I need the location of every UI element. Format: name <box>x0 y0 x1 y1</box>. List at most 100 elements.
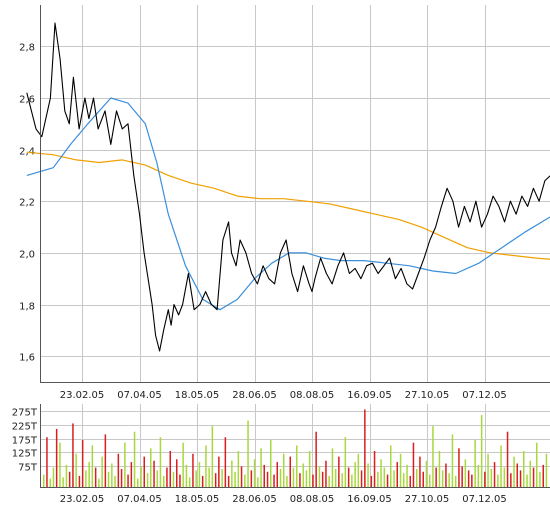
volume-bar <box>107 471 110 487</box>
volume-bar <box>519 470 522 487</box>
volume-bar <box>276 462 278 487</box>
volume-xtick-label: 16.09.05 <box>347 494 392 505</box>
volume-bar <box>338 456 340 487</box>
volume-bar <box>120 469 123 487</box>
volume-bar <box>260 448 262 487</box>
price-xtick-label: 18.05.05 <box>175 390 220 401</box>
volume-bar <box>409 475 411 487</box>
price-xtick-label: 07.04.05 <box>117 390 162 401</box>
volume-bar <box>432 426 434 487</box>
volume-bar <box>477 464 480 487</box>
volume-bar <box>539 471 541 487</box>
volume-bar <box>214 473 217 487</box>
volume-bar <box>503 467 506 487</box>
volume-bar <box>263 464 265 487</box>
volume-bar <box>143 456 145 487</box>
volume-bar <box>62 477 64 487</box>
volume-xtick-label: 23.02.05 <box>60 494 105 505</box>
price-line <box>26 22 550 352</box>
volume-bar <box>526 474 528 487</box>
price-panel: 1,61,82,02,22,42,62,823.02.05 07.04.05 18.… <box>19 5 550 401</box>
volume-bar <box>506 431 509 487</box>
volume-bar <box>43 474 45 487</box>
volume-bar <box>49 478 51 487</box>
volume-bar <box>441 470 444 487</box>
volume-bar <box>75 453 77 487</box>
volume-bar <box>416 469 418 487</box>
volume-bar <box>529 460 531 487</box>
volume-bar <box>150 448 152 487</box>
price-ytick-label: 2,2 <box>19 198 35 209</box>
volume-bar <box>283 453 285 487</box>
volume-bar <box>231 460 233 487</box>
volume-bar <box>451 434 454 487</box>
price-xtick-label: 07.12.05 <box>462 390 507 401</box>
volume-bar <box>55 428 58 487</box>
volume-bar <box>393 470 395 487</box>
volume-bar <box>292 467 295 487</box>
ma-short-line <box>26 97 550 311</box>
volume-bar <box>85 470 87 487</box>
volume-bar <box>130 462 133 487</box>
volume-bar <box>205 445 207 487</box>
price-xtick-label: 16.09.05 <box>347 390 392 401</box>
volume-bar <box>458 448 460 487</box>
volume-ytick-label: 275T <box>12 408 38 419</box>
volume-bar <box>299 473 301 487</box>
volume-bar <box>308 451 311 487</box>
volume-bar <box>487 453 489 487</box>
volume-xtick-label: 08.08.05 <box>290 494 335 505</box>
volume-bar <box>464 459 467 487</box>
volume-bar <box>273 474 275 487</box>
volume-bar <box>124 442 126 487</box>
volume-bar <box>380 459 382 487</box>
volume-bar <box>390 445 392 487</box>
volume-panel: 75T 125T 175T 225T 275T 23.02.05 07.04.05 18.05… <box>12 404 550 505</box>
price-ytick-label: 2,0 <box>19 250 35 261</box>
volume-bar <box>185 464 188 487</box>
volume-ytick-label: 225T <box>12 422 38 433</box>
volume-bar <box>312 474 314 487</box>
volume-bar <box>250 470 253 487</box>
volume-bar <box>176 459 178 487</box>
volume-bar <box>354 462 356 487</box>
volume-bar <box>296 445 298 487</box>
volume-bar <box>367 463 369 487</box>
volume-bar <box>224 437 227 487</box>
volume-bar <box>244 474 246 487</box>
volume-bar <box>328 475 330 487</box>
volume-bar <box>406 464 408 487</box>
volume-bar <box>156 470 158 487</box>
volume-bar <box>140 466 142 488</box>
price-xtick-label: 23.02.05 <box>60 390 105 401</box>
volume-bar <box>435 467 437 487</box>
price-ytick-label: 2,6 <box>19 95 35 106</box>
volume-bar <box>357 453 360 487</box>
volume-bar <box>490 469 493 487</box>
volume-bar <box>344 437 347 487</box>
price-xtick-label: 27.10.05 <box>405 390 450 401</box>
volume-bar <box>153 460 155 487</box>
volume-bar <box>302 463 304 487</box>
volume-bar <box>68 471 71 487</box>
volume-bar <box>484 471 486 487</box>
volume-bar <box>198 462 201 487</box>
volume-bar <box>253 459 256 487</box>
volume-bar <box>169 451 171 487</box>
volume-bar <box>545 453 548 487</box>
volume-bar <box>59 442 61 487</box>
volume-bar <box>234 471 236 487</box>
volume-bar <box>137 478 139 487</box>
volume-bar <box>247 420 249 487</box>
volume-bar <box>101 456 103 487</box>
volume-bar <box>111 463 113 487</box>
volume-bar <box>172 471 175 487</box>
volume-bar <box>448 473 450 487</box>
volume-bar <box>364 409 366 487</box>
volume-bar <box>516 463 518 487</box>
volume-bar <box>399 453 402 487</box>
volume-bar <box>117 453 120 487</box>
volume-bar <box>208 467 210 487</box>
volume-bar <box>471 474 473 487</box>
